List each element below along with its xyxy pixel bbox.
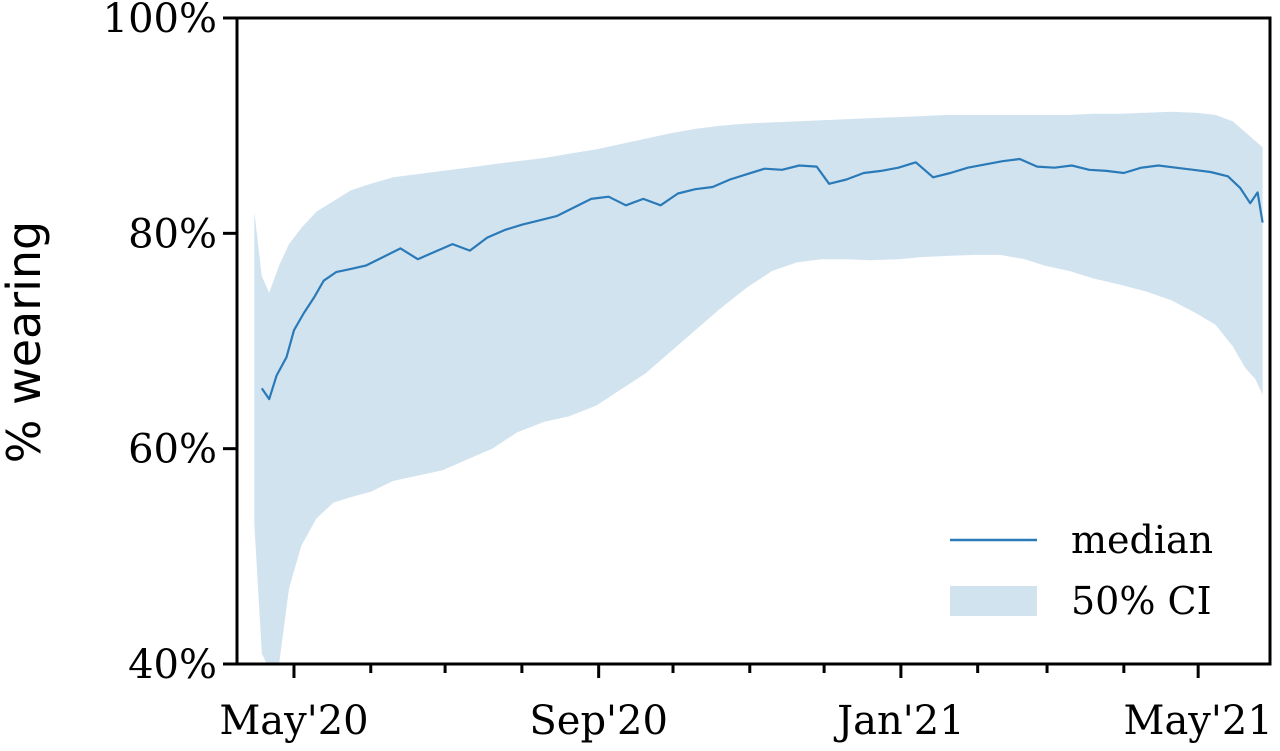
median-line [260, 157, 1264, 401]
legend-ci-swatch [950, 586, 1037, 616]
y-tick-label: 60% [128, 427, 217, 473]
median-line-layer [260, 157, 1264, 401]
plot-frame [235, 16, 1272, 666]
ticks: 40% 60% 80% 100% May'20 Sep'20 Jan'21 May'21 [103, 0, 1273, 744]
x-tick-label: May'20 [219, 698, 368, 744]
x-tick-label: Jan'21 [833, 698, 965, 744]
y-tick-label: 40% [128, 642, 217, 688]
axes [235, 16, 1272, 666]
y-tick-label: 80% [128, 211, 217, 257]
ci-band-layer [254, 111, 1263, 664]
y-tick-label: 100% [103, 0, 217, 42]
legend-ci-label: 50% CI [1071, 579, 1212, 623]
legend-median-label: median [1071, 518, 1213, 562]
y-axis-label: % wearing [0, 221, 51, 464]
legend: median 50% CI [950, 518, 1213, 623]
x-tick-label: Sep'20 [529, 698, 668, 744]
ci-band [254, 111, 1263, 664]
x-tick-label: May'21 [1124, 698, 1273, 744]
